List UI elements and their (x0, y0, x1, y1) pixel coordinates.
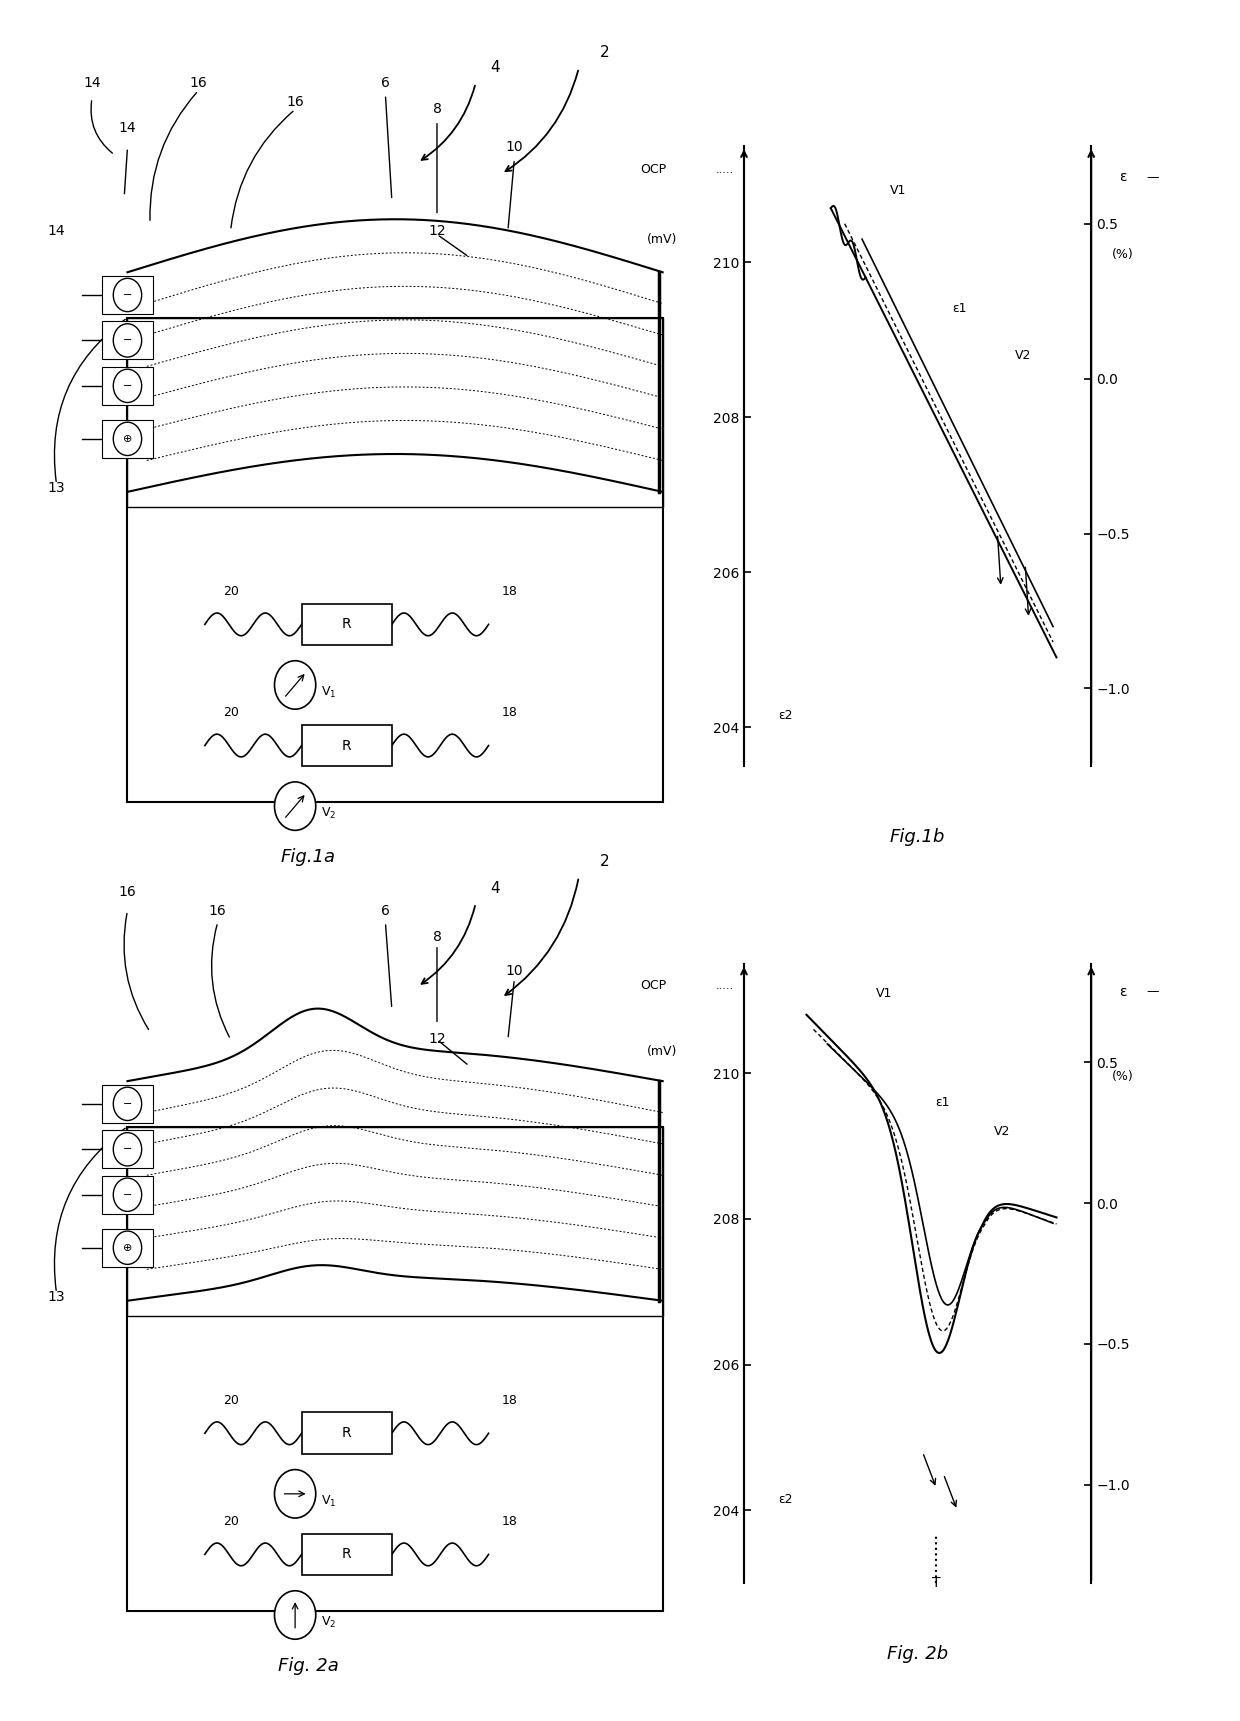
Text: 6: 6 (381, 76, 389, 89)
Text: 10: 10 (506, 141, 523, 155)
Circle shape (113, 279, 141, 312)
Text: R: R (342, 618, 351, 632)
Bar (301, 1533, 392, 1575)
Text: 13: 13 (47, 482, 66, 496)
Text: 13: 13 (47, 1291, 66, 1305)
Text: (%): (%) (1112, 248, 1133, 262)
Text: ε1: ε1 (935, 1096, 950, 1108)
Bar (128, 1127, 662, 1317)
Bar (102, 420, 154, 458)
Text: −: − (123, 336, 133, 346)
Circle shape (113, 324, 141, 356)
Text: 10: 10 (506, 964, 523, 978)
Text: OCP: OCP (640, 979, 666, 991)
Text: ε2: ε2 (779, 709, 794, 723)
Text: −: − (123, 1144, 133, 1155)
Text: Fig.1b: Fig.1b (890, 828, 945, 845)
Text: —: — (1147, 170, 1159, 184)
Text: 18: 18 (501, 1394, 517, 1406)
Circle shape (274, 661, 316, 709)
Circle shape (113, 1179, 141, 1212)
Text: OCP: OCP (640, 163, 666, 176)
Text: 8: 8 (433, 931, 441, 945)
Text: 8: 8 (433, 103, 441, 117)
Text: T: T (932, 1576, 941, 1590)
Bar (102, 1084, 154, 1122)
Text: −: − (123, 1098, 133, 1108)
Text: ε1: ε1 (952, 303, 967, 315)
Text: Fig.1a: Fig.1a (280, 848, 336, 866)
Text: ⊕: ⊕ (123, 434, 133, 444)
Text: R: R (342, 738, 351, 752)
Text: 20: 20 (223, 706, 238, 719)
Text: V1: V1 (890, 184, 906, 196)
Text: 12: 12 (428, 224, 446, 237)
Text: R: R (342, 1547, 351, 1561)
Bar (102, 367, 154, 404)
Circle shape (113, 370, 141, 403)
Circle shape (274, 1470, 316, 1518)
Text: (mV): (mV) (647, 1045, 677, 1058)
Text: 20: 20 (223, 1514, 238, 1528)
Text: −: − (123, 289, 133, 299)
Text: ε: ε (1118, 984, 1126, 998)
Text: Fig. 2a: Fig. 2a (278, 1657, 339, 1675)
Text: 16: 16 (190, 76, 207, 89)
Bar (301, 604, 392, 645)
Text: −: − (123, 380, 133, 391)
Bar (128, 318, 662, 508)
Text: Fig. 2b: Fig. 2b (887, 1645, 949, 1662)
Text: ⊕: ⊕ (123, 1243, 133, 1253)
Bar (128, 1127, 662, 1611)
Text: V$_1$: V$_1$ (321, 1494, 336, 1509)
Text: V$_2$: V$_2$ (321, 1614, 336, 1630)
Bar (102, 1229, 154, 1267)
Circle shape (274, 1590, 316, 1638)
Text: 4: 4 (490, 60, 500, 76)
Text: V2: V2 (994, 1126, 1011, 1138)
Bar (102, 322, 154, 360)
Text: V$_1$: V$_1$ (321, 685, 336, 700)
Bar (301, 725, 392, 766)
Text: 14: 14 (83, 76, 100, 89)
Bar (102, 1131, 154, 1169)
Text: 14: 14 (119, 122, 136, 136)
Text: .....: ..... (717, 981, 734, 991)
Text: 16: 16 (119, 885, 136, 898)
Circle shape (113, 1231, 141, 1265)
Text: ε2: ε2 (779, 1494, 794, 1506)
Text: 2: 2 (600, 854, 609, 869)
Text: (%): (%) (1112, 1070, 1133, 1083)
Circle shape (274, 781, 316, 830)
Circle shape (113, 1132, 141, 1165)
Circle shape (113, 1088, 141, 1120)
Bar (301, 1413, 392, 1454)
Text: .....: ..... (717, 165, 734, 174)
Text: 12: 12 (428, 1033, 446, 1046)
Bar (102, 275, 154, 313)
Text: (mV): (mV) (647, 232, 677, 246)
Text: V2: V2 (1014, 349, 1032, 361)
Text: 16: 16 (208, 904, 227, 917)
Text: 20: 20 (223, 1394, 238, 1406)
Text: 18: 18 (501, 1514, 517, 1528)
Text: 18: 18 (501, 585, 517, 597)
Text: ε: ε (1118, 170, 1126, 184)
Bar (102, 1175, 154, 1213)
Text: 20: 20 (223, 585, 238, 597)
Text: 2: 2 (600, 45, 609, 60)
Text: V1: V1 (875, 988, 893, 1000)
Text: 18: 18 (501, 706, 517, 719)
Text: 4: 4 (490, 881, 500, 895)
Text: −: − (123, 1189, 133, 1200)
Text: V$_2$: V$_2$ (321, 805, 336, 821)
Text: 14: 14 (47, 224, 66, 237)
Text: R: R (342, 1427, 351, 1440)
Text: 16: 16 (286, 95, 304, 108)
Circle shape (113, 422, 141, 456)
Text: 6: 6 (381, 904, 389, 917)
Bar (128, 318, 662, 802)
Text: —: — (1147, 986, 1159, 998)
